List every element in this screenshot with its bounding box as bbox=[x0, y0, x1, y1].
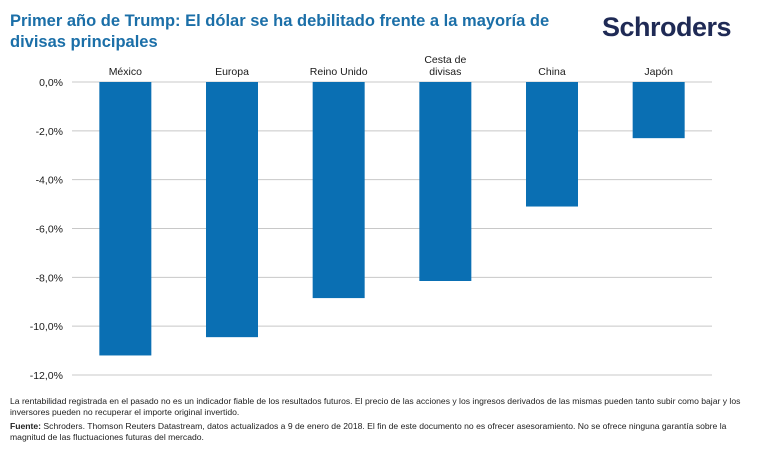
category-label: Europa bbox=[215, 66, 249, 78]
footnotes: La rentabilidad registrada en el pasado … bbox=[10, 396, 750, 443]
y-tick-label: -12,0% bbox=[30, 370, 63, 382]
y-tick-label: -6,0% bbox=[36, 224, 63, 236]
bar bbox=[99, 82, 152, 356]
y-tick-label: -10,0% bbox=[30, 321, 63, 333]
y-tick-label: -4,0% bbox=[36, 175, 63, 187]
category-label-line: China bbox=[538, 66, 566, 78]
y-tick-label: -8,0% bbox=[36, 272, 63, 284]
bar bbox=[312, 82, 365, 299]
category-label-line: México bbox=[109, 66, 142, 78]
category-label-line: Europa bbox=[215, 66, 249, 78]
schroders-logo: Schroders bbox=[602, 12, 732, 42]
bar bbox=[526, 82, 578, 207]
chart-title: Primer año de Trump: El dólar se ha debi… bbox=[10, 12, 550, 51]
bar bbox=[206, 82, 258, 338]
category-label: Cesta de divisas bbox=[424, 54, 466, 78]
category-label: China bbox=[538, 66, 566, 78]
bar bbox=[419, 82, 472, 281]
category-label-line: divisas bbox=[429, 66, 461, 78]
bar bbox=[632, 82, 685, 139]
disclaimer-text: La rentabilidad registrada en el pasado … bbox=[10, 396, 741, 417]
category-label-line: Japón bbox=[644, 66, 673, 78]
category-label: Reino Unido bbox=[310, 66, 368, 78]
category-label-line: Reino Unido bbox=[310, 66, 368, 78]
category-label: Japón bbox=[644, 66, 673, 78]
source-text: Schroders. Thomson Reuters Datastream, d… bbox=[10, 421, 727, 442]
source-note: Fuente: Schroders. Thomson Reuters Datas… bbox=[10, 421, 750, 443]
category-label-line: Cesta de bbox=[424, 54, 466, 66]
y-tick-label: -2,0% bbox=[36, 126, 63, 138]
category-label: México bbox=[109, 66, 142, 78]
y-tick-label: 0,0% bbox=[39, 77, 63, 89]
source-label: Fuente: bbox=[10, 421, 42, 431]
